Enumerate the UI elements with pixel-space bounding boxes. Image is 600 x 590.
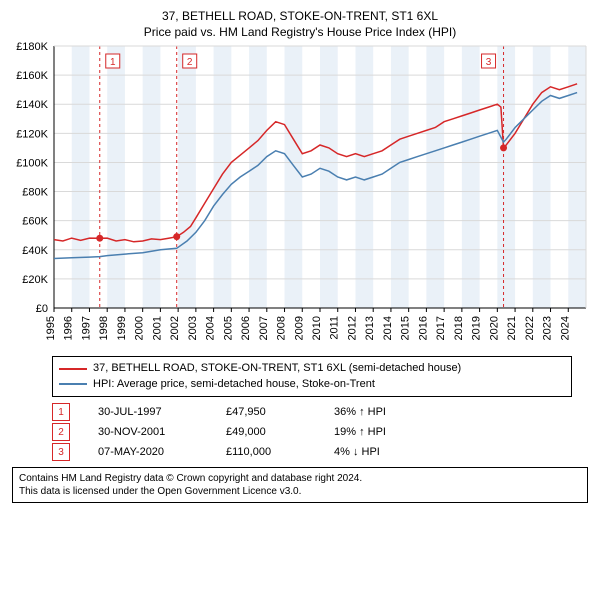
svg-text:2010: 2010 xyxy=(311,316,323,340)
svg-text:2015: 2015 xyxy=(400,316,412,340)
svg-text:1998: 1998 xyxy=(98,316,110,340)
sale-date: 30-JUL-1997 xyxy=(98,406,198,418)
svg-text:2024: 2024 xyxy=(559,316,571,340)
legend-swatch xyxy=(59,383,87,385)
svg-text:£100K: £100K xyxy=(16,158,48,170)
sale-delta: 36% ↑ HPI xyxy=(334,406,434,418)
sale-price: £49,000 xyxy=(226,426,306,438)
sale-delta: 4% ↓ HPI xyxy=(334,446,434,458)
svg-text:2016: 2016 xyxy=(417,316,429,340)
chart-container: 37, BETHELL ROAD, STOKE-ON-TRENT, ST1 6X… xyxy=(0,0,600,509)
svg-text:1995: 1995 xyxy=(45,316,57,340)
chart-title-2: Price paid vs. HM Land Registry's House … xyxy=(8,24,592,40)
footer-line-2: This data is licensed under the Open Gov… xyxy=(19,485,581,498)
svg-text:2021: 2021 xyxy=(506,316,518,340)
svg-text:1999: 1999 xyxy=(116,316,128,340)
sale-price: £110,000 xyxy=(226,446,306,458)
sale-price: £47,950 xyxy=(226,406,306,418)
sale-row: 3 07-MAY-2020 £110,000 4% ↓ HPI xyxy=(52,443,592,461)
svg-text:£20K: £20K xyxy=(22,274,48,286)
legend-label: HPI: Average price, semi-detached house,… xyxy=(93,377,375,392)
price-chart: £0 £20K £40K £60K £80K £100K £120K £140K £160K £1… xyxy=(8,40,592,350)
sale-badge: 2 xyxy=(52,423,70,441)
svg-text:2006: 2006 xyxy=(240,316,252,340)
svg-text:2013: 2013 xyxy=(364,316,376,340)
svg-text:2007: 2007 xyxy=(258,316,270,340)
svg-text:2: 2 xyxy=(187,57,193,68)
svg-text:2020: 2020 xyxy=(488,316,500,340)
svg-text:£60K: £60K xyxy=(22,216,48,228)
svg-text:£0: £0 xyxy=(36,303,48,315)
svg-text:2000: 2000 xyxy=(134,316,146,340)
svg-text:3: 3 xyxy=(486,57,492,68)
svg-text:2008: 2008 xyxy=(276,316,288,340)
svg-text:2022: 2022 xyxy=(524,316,536,340)
svg-text:2005: 2005 xyxy=(222,316,234,340)
sale-row: 2 30-NOV-2001 £49,000 19% ↑ HPI xyxy=(52,423,592,441)
sale-row: 1 30-JUL-1997 £47,950 36% ↑ HPI xyxy=(52,403,592,421)
svg-text:£140K: £140K xyxy=(16,100,48,112)
svg-text:2018: 2018 xyxy=(453,316,465,340)
legend-swatch xyxy=(59,368,87,370)
svg-text:2023: 2023 xyxy=(542,316,554,340)
legend-label: 37, BETHELL ROAD, STOKE-ON-TRENT, ST1 6X… xyxy=(93,361,461,376)
svg-text:2017: 2017 xyxy=(435,316,447,340)
svg-text:2014: 2014 xyxy=(382,316,394,340)
svg-text:2009: 2009 xyxy=(293,316,305,340)
svg-text:£120K: £120K xyxy=(16,129,48,141)
legend-item: HPI: Average price, semi-detached house,… xyxy=(59,377,565,392)
sale-delta: 19% ↑ HPI xyxy=(334,426,434,438)
svg-text:1997: 1997 xyxy=(80,316,92,340)
svg-text:2012: 2012 xyxy=(346,316,358,340)
footer-line-1: Contains HM Land Registry data © Crown c… xyxy=(19,472,581,485)
footer: Contains HM Land Registry data © Crown c… xyxy=(12,467,588,503)
svg-text:1996: 1996 xyxy=(63,316,75,340)
svg-text:£40K: £40K xyxy=(22,245,48,257)
legend: 37, BETHELL ROAD, STOKE-ON-TRENT, ST1 6X… xyxy=(52,356,572,397)
legend-item: 37, BETHELL ROAD, STOKE-ON-TRENT, ST1 6X… xyxy=(59,361,565,376)
sales-table: 1 30-JUL-1997 £47,950 36% ↑ HPI 2 30-NOV-2001… xyxy=(8,403,592,461)
svg-text:£160K: £160K xyxy=(16,70,48,82)
sale-date: 30-NOV-2001 xyxy=(98,426,198,438)
svg-text:2003: 2003 xyxy=(187,316,199,340)
svg-text:2002: 2002 xyxy=(169,316,181,340)
chart-title-1: 37, BETHELL ROAD, STOKE-ON-TRENT, ST1 6X… xyxy=(8,8,592,24)
svg-text:£80K: £80K xyxy=(22,187,48,199)
svg-text:2004: 2004 xyxy=(205,316,217,340)
sale-badge: 1 xyxy=(52,403,70,421)
sale-date: 07-MAY-2020 xyxy=(98,446,198,458)
svg-text:2011: 2011 xyxy=(329,316,341,340)
svg-text:2019: 2019 xyxy=(471,316,483,340)
svg-text:£180K: £180K xyxy=(16,41,48,53)
svg-text:2001: 2001 xyxy=(151,316,163,340)
sale-badge: 3 xyxy=(52,443,70,461)
svg-text:1: 1 xyxy=(110,57,116,68)
